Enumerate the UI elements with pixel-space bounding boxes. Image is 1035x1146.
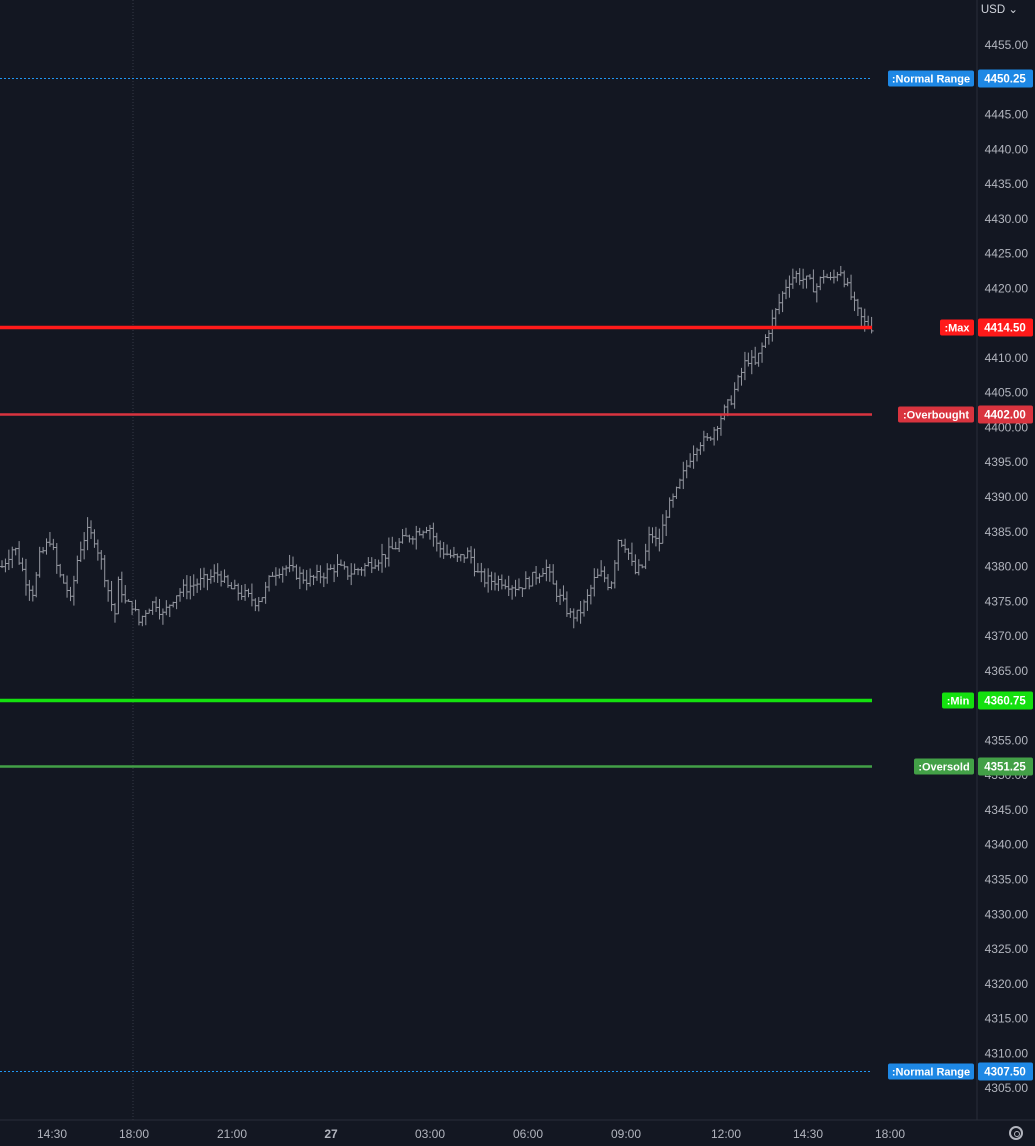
- x-tick-label: 14:30: [793, 1127, 823, 1141]
- level-price-label: 4351.25: [984, 762, 1026, 774]
- y-tick-label: 4440.00: [985, 142, 1029, 156]
- level-name-label: :Overbought: [903, 410, 969, 422]
- level-price-tag: [978, 691, 1033, 710]
- y-tick-label: 4455.00: [985, 38, 1029, 52]
- y-tick-label: 4420.00: [985, 281, 1029, 295]
- x-tick-label: 18:00: [875, 1127, 905, 1141]
- level-name-tag: [914, 758, 974, 775]
- y-tick-label: 4370.00: [985, 629, 1029, 643]
- x-tick-label: 06:00: [513, 1127, 543, 1141]
- y-tick-label: 4325.00: [985, 942, 1029, 956]
- y-tick-label: 4425.00: [985, 247, 1029, 261]
- level-price-label: 4307.50: [984, 1067, 1026, 1079]
- y-tick-label: 4375.00: [985, 594, 1029, 608]
- y-tick-label: 4405.00: [985, 386, 1029, 400]
- y-tick-label: 4385.00: [985, 525, 1029, 539]
- x-tick-label: 14:30: [37, 1127, 67, 1141]
- level-price-tag: [978, 405, 1033, 424]
- y-tick-label: 4380.00: [985, 560, 1029, 574]
- currency-label: USD: [980, 4, 1006, 16]
- level-name-tag: [888, 1063, 974, 1080]
- y-tick-label: 4395.00: [985, 455, 1029, 469]
- y-tick-label: 4355.00: [985, 733, 1029, 747]
- y-tick-label: 4335.00: [985, 872, 1029, 886]
- level-price-label: 4450.25: [984, 74, 1026, 86]
- x-tick-label: 18:00: [119, 1127, 149, 1141]
- y-tick-label: 4310.00: [985, 1046, 1029, 1060]
- x-tick-label: 12:00: [711, 1127, 741, 1141]
- level-name-label: :Max: [944, 323, 970, 335]
- y-tick-label: 4345.00: [985, 803, 1029, 817]
- level-price-label: 4402.00: [984, 410, 1026, 422]
- level-price-tag: [978, 69, 1033, 88]
- settings-icon[interactable]: [1009, 1126, 1023, 1140]
- level-price-label: 4414.50: [984, 323, 1026, 335]
- ohlc-bars: [0, 265, 874, 629]
- y-tick-label: 4320.00: [985, 977, 1029, 991]
- y-tick-label: 4430.00: [985, 212, 1029, 226]
- y-tick-label: 4390.00: [985, 490, 1029, 504]
- y-tick-label: 4305.00: [985, 1081, 1029, 1095]
- x-tick-label: 03:00: [415, 1127, 445, 1141]
- y-tick-label: 4400.00: [985, 420, 1029, 434]
- level-name-label: :Normal Range: [892, 1067, 970, 1079]
- x-tick-label: 09:00: [611, 1127, 641, 1141]
- level-price-tag: [978, 318, 1033, 337]
- level-name-label: :Normal Range: [892, 74, 970, 86]
- level-name-tag: [942, 692, 974, 709]
- y-tick-label: 4330.00: [985, 907, 1029, 921]
- chevron-down-icon: ⌄: [1008, 4, 1018, 16]
- level-name-label: :Min: [947, 696, 970, 708]
- x-tick-label: 21:00: [217, 1127, 247, 1141]
- y-tick-label: 4445.00: [985, 108, 1029, 122]
- level-price-tag: [978, 1062, 1033, 1081]
- level-name-tag: [888, 70, 974, 87]
- currency-selector[interactable]: USD ⌄: [981, 2, 1018, 16]
- level-name-tag: [898, 406, 974, 423]
- level-price-tag: [978, 757, 1033, 776]
- y-tick-label: 4410.00: [985, 351, 1029, 365]
- y-tick-label: 4365.00: [985, 664, 1029, 678]
- x-tick-label: 27: [324, 1127, 338, 1141]
- level-name-tag: [940, 319, 974, 336]
- level-price-label: 4360.75: [984, 696, 1026, 708]
- y-tick-label: 4315.00: [985, 1012, 1029, 1026]
- y-tick-label: 4435.00: [985, 177, 1029, 191]
- level-name-label: :Oversold: [918, 762, 969, 774]
- y-tick-label: 4340.00: [985, 838, 1029, 852]
